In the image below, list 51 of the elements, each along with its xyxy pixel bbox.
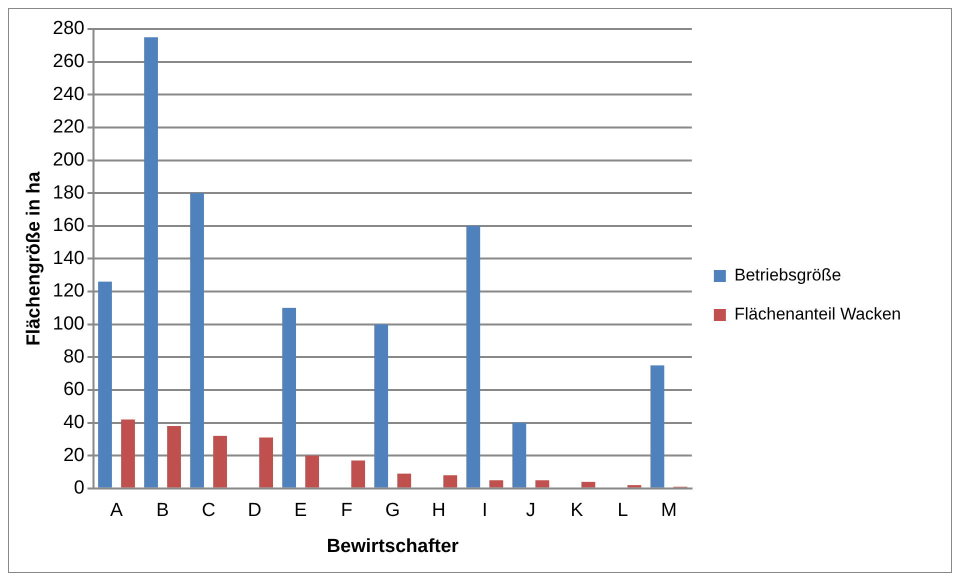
bar	[351, 460, 366, 488]
bar	[213, 436, 227, 488]
x-tick-label: F	[340, 500, 352, 522]
y-tick-label: 200	[52, 149, 84, 170]
y-tick-label: 220	[52, 116, 84, 138]
bar	[374, 324, 388, 488]
y-tick-label: 180	[52, 182, 84, 204]
x-tick-label: D	[248, 500, 262, 522]
y-tick-label: 60	[63, 379, 84, 400]
bar	[489, 480, 504, 488]
y-tick-label: 140	[52, 248, 84, 269]
legend-label: Flächenanteil Wacken	[734, 304, 902, 324]
x-tick-label: M	[660, 500, 677, 522]
bar	[98, 282, 112, 488]
bar	[397, 474, 412, 488]
x-tick-label: L	[618, 500, 628, 522]
bar	[259, 438, 274, 488]
y-tick-label: 240	[52, 84, 84, 105]
bar	[535, 480, 550, 488]
y-tick-label: 20	[63, 444, 84, 466]
x-tick-label: E	[294, 500, 307, 522]
y-tick-label: 160	[52, 215, 84, 236]
x-tick-label: J	[526, 500, 536, 522]
y-tick-label: 280	[52, 18, 84, 40]
x-tick-label: C	[202, 500, 216, 522]
x-tick-label: K	[570, 500, 584, 522]
bar	[466, 226, 480, 488]
legend-label: Betriebsgröße	[734, 266, 842, 285]
bar	[650, 365, 664, 488]
x-tick-label: B	[156, 500, 169, 522]
bar	[167, 426, 181, 488]
x-tick-label: G	[385, 500, 400, 522]
y-tick-label: 0	[74, 478, 84, 499]
bar	[443, 475, 458, 488]
y-tick-label: 80	[63, 346, 84, 368]
bar	[121, 419, 135, 488]
y-tick-label: 40	[63, 412, 84, 434]
bar	[305, 456, 320, 488]
bar	[581, 482, 596, 488]
y-tick-label: 120	[52, 280, 84, 302]
bar	[190, 193, 204, 488]
y-tick-label: 100	[52, 314, 84, 335]
x-tick-label: A	[110, 500, 124, 522]
bar	[144, 37, 158, 488]
x-tick-label: I	[482, 500, 488, 522]
x-axis-title: Bewirtschafter	[326, 536, 460, 557]
bar	[512, 422, 526, 488]
y-axis-title: Flächengröße in ha	[24, 171, 45, 346]
y-tick-label: 260	[52, 51, 84, 72]
x-tick-label: H	[432, 500, 446, 522]
bar	[282, 308, 296, 488]
